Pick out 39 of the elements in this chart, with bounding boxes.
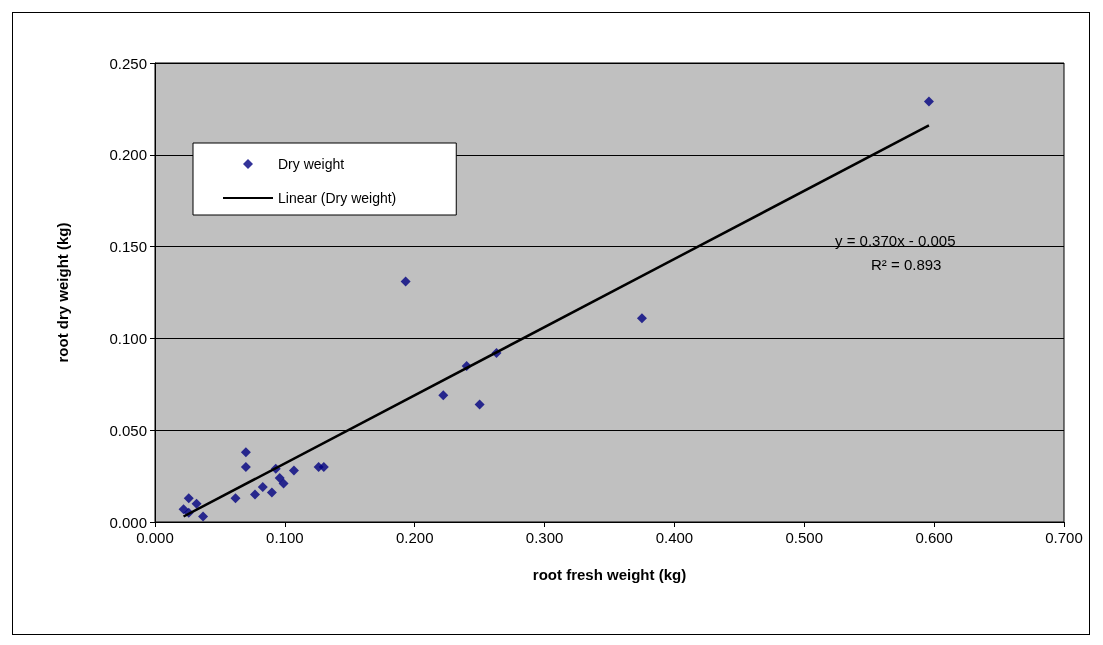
point: [400, 276, 411, 287]
legend-label: Linear (Dry weight): [278, 190, 397, 206]
y-tick-label: 0.150: [109, 238, 147, 256]
point: [288, 465, 299, 476]
x-tick-label: 0.400: [655, 529, 694, 546]
point: [183, 493, 194, 504]
annotation: y = 0.370x - 0.005: [835, 232, 956, 249]
point: [191, 498, 202, 509]
x-tick-label: 0.500: [785, 529, 824, 546]
point: [240, 461, 251, 472]
annotation: R² = 0.893: [871, 256, 942, 273]
point: [923, 96, 934, 107]
point: [249, 489, 260, 500]
point: [274, 472, 285, 483]
legend-label: Dry weight: [278, 156, 345, 172]
x-tick-label: 0.100: [266, 529, 304, 546]
y-tick-label: 0.000: [109, 513, 147, 531]
x-tick-label: 0.600: [915, 529, 953, 546]
point: [438, 390, 449, 401]
point: [278, 478, 289, 489]
point: [636, 313, 647, 324]
point: [240, 447, 251, 458]
y-axis-title: root dry weight (kg): [54, 222, 71, 363]
point: [474, 399, 485, 410]
y-tick-label: 0.250: [109, 54, 147, 72]
x-tick-label: 0.700: [1045, 529, 1083, 546]
y-tick-label: 0.100: [109, 329, 147, 347]
x-axis-title: root fresh weight (kg): [532, 566, 687, 583]
y-tick-label: 0.200: [109, 146, 147, 164]
point: [178, 504, 189, 515]
point: [230, 493, 241, 504]
point: [198, 511, 209, 522]
y-tick-label: 0.050: [109, 421, 147, 439]
point: [266, 487, 277, 498]
point: [318, 461, 329, 472]
x-tick-label: 0.200: [395, 529, 434, 546]
x-tick-label: 0.300: [525, 529, 564, 546]
x-tick-label: 0.000: [136, 529, 174, 546]
point: [257, 482, 268, 493]
